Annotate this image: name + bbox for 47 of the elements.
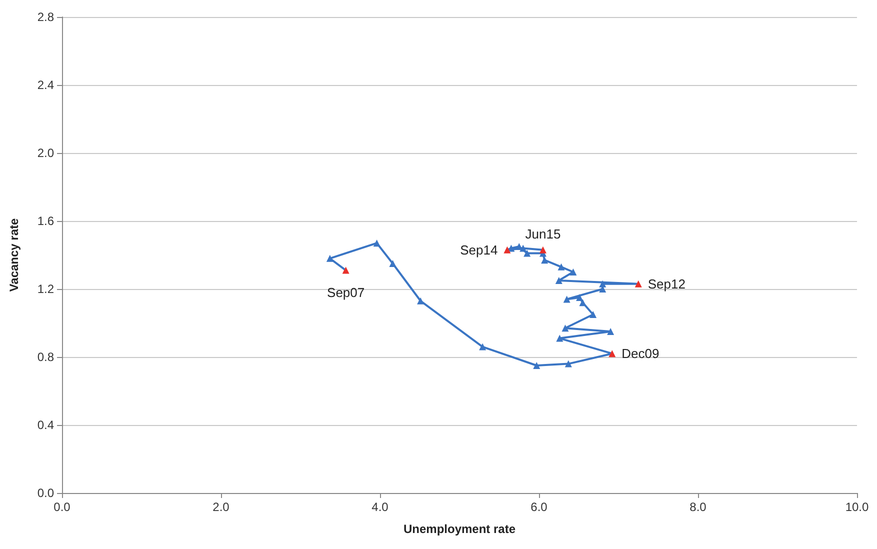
point	[590, 311, 597, 318]
point	[556, 334, 564, 342]
point	[563, 296, 570, 303]
point	[570, 268, 577, 276]
point	[599, 280, 606, 288]
point	[564, 360, 572, 368]
annotation: Sep14	[460, 242, 498, 258]
point	[520, 244, 527, 252]
point	[524, 250, 531, 257]
x-tick-label: 2.0	[212, 500, 230, 514]
point	[634, 280, 642, 288]
y-tick-label: 2.8	[37, 10, 54, 24]
point	[539, 246, 546, 254]
point	[373, 240, 380, 247]
point	[608, 350, 616, 358]
annotation: Jun15	[525, 226, 561, 242]
point	[562, 324, 569, 332]
point	[607, 328, 614, 335]
point	[342, 266, 350, 274]
x-tick-label: 6.0	[530, 500, 548, 514]
y-tick-label: 1.6	[37, 214, 54, 228]
x-axis-title: Unemployment rate	[403, 522, 516, 536]
y-tick-label: 0.8	[37, 350, 54, 364]
annotation: Dec09	[622, 346, 660, 362]
y-tick-label: 0.4	[37, 418, 54, 432]
annotation: Sep07	[327, 284, 365, 300]
y-tick-label: 2.4	[37, 78, 54, 92]
point	[479, 343, 486, 350]
point	[579, 299, 586, 306]
x-tick-label: 0.0	[54, 500, 71, 514]
point	[533, 362, 540, 369]
x-tick-label: 4.0	[372, 500, 389, 514]
point	[389, 260, 396, 267]
point	[504, 246, 511, 254]
y-tick-label: 0.0	[37, 486, 54, 500]
point	[326, 254, 334, 262]
point	[576, 294, 584, 301]
y-axis-title: Vacancy rate	[7, 218, 21, 292]
point	[541, 256, 548, 264]
x-tick-label: 8.0	[690, 500, 707, 514]
annotation: Sep12	[648, 276, 686, 292]
point	[417, 297, 424, 304]
x-tick-label: 10.0	[845, 500, 869, 514]
y-tick-label: 1.2	[37, 282, 54, 296]
y-tick-label: 2.0	[37, 146, 54, 160]
point	[558, 263, 565, 270]
point	[555, 277, 562, 284]
